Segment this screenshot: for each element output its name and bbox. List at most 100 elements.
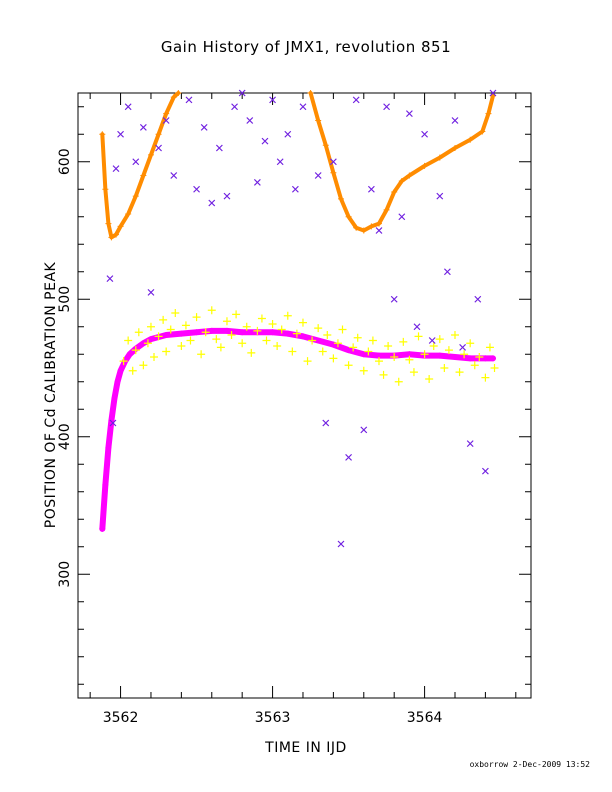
data-point xyxy=(460,350,469,359)
outlier-point xyxy=(352,96,360,104)
fit-point xyxy=(391,189,398,195)
fit-point xyxy=(330,169,337,176)
data-point xyxy=(128,366,137,375)
data-point xyxy=(349,343,358,352)
outlier-point xyxy=(139,123,147,131)
fit-point xyxy=(102,186,109,193)
fit-point xyxy=(113,231,120,238)
outlier-point xyxy=(208,199,216,207)
footer-credit: oxborrow 2-Dec-2009 13:52 xyxy=(469,760,590,769)
outlier-point xyxy=(124,103,132,111)
data-point xyxy=(292,329,301,338)
fit-point xyxy=(117,223,124,230)
data-point xyxy=(481,373,490,382)
data-point xyxy=(485,343,494,352)
data-point xyxy=(177,342,186,350)
plot-frame xyxy=(77,92,532,699)
outlier-point xyxy=(337,540,345,548)
data-point xyxy=(364,347,373,356)
fit-point xyxy=(330,341,337,348)
outlier-point xyxy=(193,185,200,193)
data-point xyxy=(379,370,388,379)
data-point xyxy=(384,342,393,350)
outlier-point xyxy=(428,337,436,344)
fit-point xyxy=(102,481,109,488)
fit-point xyxy=(398,178,405,184)
outlier-point xyxy=(481,467,489,475)
fit-point xyxy=(467,136,474,143)
outlier-point xyxy=(261,137,269,145)
data-point xyxy=(146,322,155,331)
data-point xyxy=(390,353,399,361)
outlier-point xyxy=(223,192,231,200)
data-point xyxy=(374,357,383,366)
fit-curve xyxy=(308,91,495,233)
outlier-point xyxy=(291,185,299,193)
data-point xyxy=(207,306,216,315)
y-tick-label: 400 xyxy=(57,423,73,450)
y-tick-label: 600 xyxy=(57,148,73,175)
outlier-point xyxy=(413,323,421,331)
outlier-point xyxy=(299,103,307,111)
outlier-point xyxy=(170,172,178,179)
outlier-point xyxy=(231,103,238,111)
data-point xyxy=(257,314,266,323)
data-point xyxy=(238,339,247,348)
data-point xyxy=(273,342,282,350)
fit-point xyxy=(125,211,132,217)
outlier-point xyxy=(155,144,162,152)
outlier-point xyxy=(253,178,261,186)
data-point xyxy=(222,317,231,326)
outlier-point xyxy=(443,268,451,276)
fit-point xyxy=(163,110,170,117)
data-point xyxy=(298,318,307,327)
outlier-point xyxy=(383,103,391,111)
data-point xyxy=(171,309,180,317)
fit-point xyxy=(485,110,492,117)
outlier-point xyxy=(200,123,208,131)
fit-point xyxy=(353,224,360,231)
outlier-point xyxy=(276,158,284,166)
data-point xyxy=(414,332,423,341)
data-point xyxy=(429,342,438,350)
data-point xyxy=(444,346,453,355)
data-point xyxy=(409,368,418,377)
fit-point xyxy=(269,329,276,336)
data-point xyxy=(440,364,449,372)
outlier-point xyxy=(390,295,398,303)
fit-point xyxy=(132,193,139,200)
fit-point xyxy=(284,330,291,337)
data-series xyxy=(99,89,499,548)
data-point xyxy=(277,325,286,334)
data-point xyxy=(119,357,128,366)
fit-point xyxy=(467,355,474,362)
data-point xyxy=(247,348,256,357)
data-point xyxy=(359,366,368,375)
fit-point xyxy=(223,327,230,334)
data-point xyxy=(455,368,464,377)
fit-point xyxy=(375,220,382,227)
outlier-point xyxy=(162,117,170,124)
fit-point xyxy=(126,351,133,358)
data-point xyxy=(166,325,175,334)
fit-point xyxy=(178,330,185,337)
fit-point xyxy=(175,90,182,96)
fit-point xyxy=(105,220,112,227)
data-point xyxy=(143,339,152,348)
fit-point xyxy=(155,131,162,138)
data-point xyxy=(154,332,163,341)
outlier-point xyxy=(284,130,292,138)
outlier-point xyxy=(106,275,114,283)
fit-point xyxy=(239,329,246,336)
data-point xyxy=(353,333,362,342)
data-point xyxy=(181,321,190,330)
data-point xyxy=(303,357,312,366)
fit-point xyxy=(99,525,106,532)
outlier-point xyxy=(367,185,375,193)
data-point xyxy=(192,313,201,322)
fit-point xyxy=(147,336,154,343)
fit-curve xyxy=(100,91,181,240)
x-axis-label: TIME IN IJD xyxy=(265,740,347,756)
data-point xyxy=(159,315,168,324)
fit-point xyxy=(140,172,147,179)
